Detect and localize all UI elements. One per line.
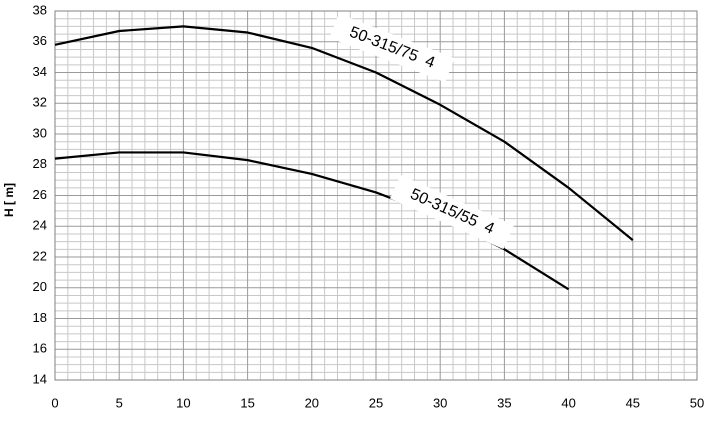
x-tick-label: 35 — [497, 395, 511, 410]
x-tick-label: 40 — [561, 395, 575, 410]
y-tick-label: 28 — [33, 156, 47, 171]
x-tick-label: 15 — [240, 395, 254, 410]
y-tick-label: 18 — [33, 310, 47, 325]
series-line — [54, 25, 634, 241]
x-tick-label: 10 — [176, 395, 190, 410]
y-tick-label: 22 — [33, 248, 47, 263]
y-tick-label: 32 — [33, 95, 47, 110]
y-tick-label: 34 — [33, 64, 47, 79]
y-tick-label: 26 — [33, 187, 47, 202]
y-tick-label: 16 — [33, 341, 47, 356]
y-tick-label: 38 — [33, 2, 47, 17]
y-tick-label: 24 — [33, 218, 47, 233]
label-background — [329, 13, 455, 83]
y-tick-label: 30 — [33, 125, 47, 140]
label-background — [390, 174, 514, 250]
plot-border — [54, 10, 698, 381]
x-tick-label: 30 — [433, 395, 447, 410]
y-tick-label: 20 — [33, 279, 47, 294]
x-tick-label: 25 — [369, 395, 383, 410]
x-tick-label: 50 — [690, 395, 704, 410]
y-tick-label: 36 — [33, 33, 47, 48]
y-tick-label: 14 — [33, 371, 47, 386]
y-axis-label: H [ m] — [2, 183, 16, 217]
x-tick-label: 0 — [51, 395, 58, 410]
x-tick-label: 5 — [116, 395, 123, 410]
x-tick-label: 45 — [626, 395, 640, 410]
x-tick-label: 20 — [305, 395, 319, 410]
